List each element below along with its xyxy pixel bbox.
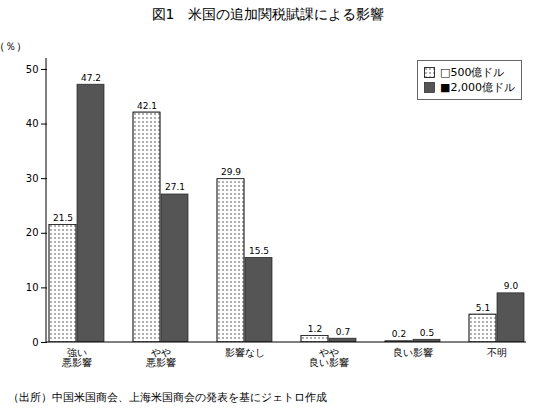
svg-text:（％）: （％） xyxy=(0,40,27,53)
svg-text:不明: 不明 xyxy=(487,347,507,358)
html-text:図1 米国の追加関税賦課による影響: 図1 米国の追加関税賦課による影響 xyxy=(151,6,385,22)
svg-text:29.9: 29.9 xyxy=(221,167,241,177)
svg-text:0: 0 xyxy=(32,337,38,348)
svg-text:強い悪影響: 強い悪影響 xyxy=(61,347,92,368)
svg-text:やや悪影響: やや悪影響 xyxy=(145,347,176,368)
svg-text:9.0: 9.0 xyxy=(504,281,519,291)
svg-text:5.1: 5.1 xyxy=(476,303,490,313)
svg-text:40: 40 xyxy=(26,118,39,129)
svg-text:影響なし: 影響なし xyxy=(225,347,265,358)
svg-text:21.5: 21.5 xyxy=(53,213,73,223)
svg-text:0.5: 0.5 xyxy=(420,328,434,338)
html-text:■2,000億ドル: ■2,000億ドル xyxy=(440,81,515,94)
svg-text:42.1: 42.1 xyxy=(137,101,157,111)
svg-text:27.1: 27.1 xyxy=(165,182,185,192)
svg-text:20: 20 xyxy=(26,227,39,238)
svg-text:50: 50 xyxy=(26,64,39,75)
svg-text:10: 10 xyxy=(26,282,39,293)
html-text:□500億ドル: □500億ドル xyxy=(440,66,505,79)
svg-text:やや良い影響: やや良い影響 xyxy=(309,347,349,368)
html-text:（出所）中国米国商会、上海米国商会の発表を基にジェトロ作成: （出所）中国米国商会、上海米国商会の発表を基にジェトロ作成 xyxy=(8,391,327,404)
svg-text:30: 30 xyxy=(26,173,39,184)
svg-text:0.7: 0.7 xyxy=(336,327,350,337)
svg-text:1.2: 1.2 xyxy=(308,324,322,334)
svg-text:0.2: 0.2 xyxy=(392,329,406,339)
svg-text:15.5: 15.5 xyxy=(249,246,269,256)
svg-text:良い影響: 良い影響 xyxy=(393,347,433,358)
svg-text:47.2: 47.2 xyxy=(81,73,101,83)
